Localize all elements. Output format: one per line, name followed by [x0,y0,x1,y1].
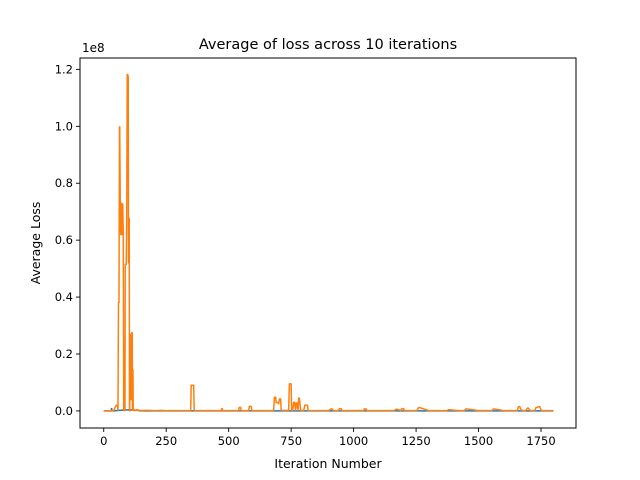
series-line-2 [103,73,554,412]
y-axis-multiplier: 1e8 [82,41,105,55]
x-tick-label: 250 [155,434,177,448]
x-tick-label: 1750 [526,434,555,448]
y-axis-label: Average Loss [28,202,43,285]
y-tick-label: 0.6 [55,233,73,247]
x-tick-label: 1000 [339,434,368,448]
y-tick-label: 1.0 [55,119,73,133]
x-tick-label: 1500 [464,434,493,448]
y-tick-label: 0.0 [55,404,73,418]
y-axis-ticks: 0.0 0.2 0.4 0.6 0.8 1.0 1.2 [55,62,80,418]
y-tick-label: 0.4 [55,290,73,304]
y-tick-label: 0.8 [55,176,73,190]
chart-title: Average of loss across 10 iterations [199,37,457,53]
x-tick-label: 500 [218,434,240,448]
y-tick-label: 0.2 [55,347,73,361]
y-tick-label: 1.2 [55,62,73,76]
x-tick-label: 1250 [401,434,430,448]
x-tick-label: 0 [100,434,107,448]
x-tick-label: 750 [280,434,302,448]
plot-frame [79,57,577,429]
series-layer [103,73,554,412]
x-axis-ticks: 0 250 500 750 1000 1250 1500 1750 [100,428,556,448]
x-axis-label: Iteration Number [274,456,382,471]
